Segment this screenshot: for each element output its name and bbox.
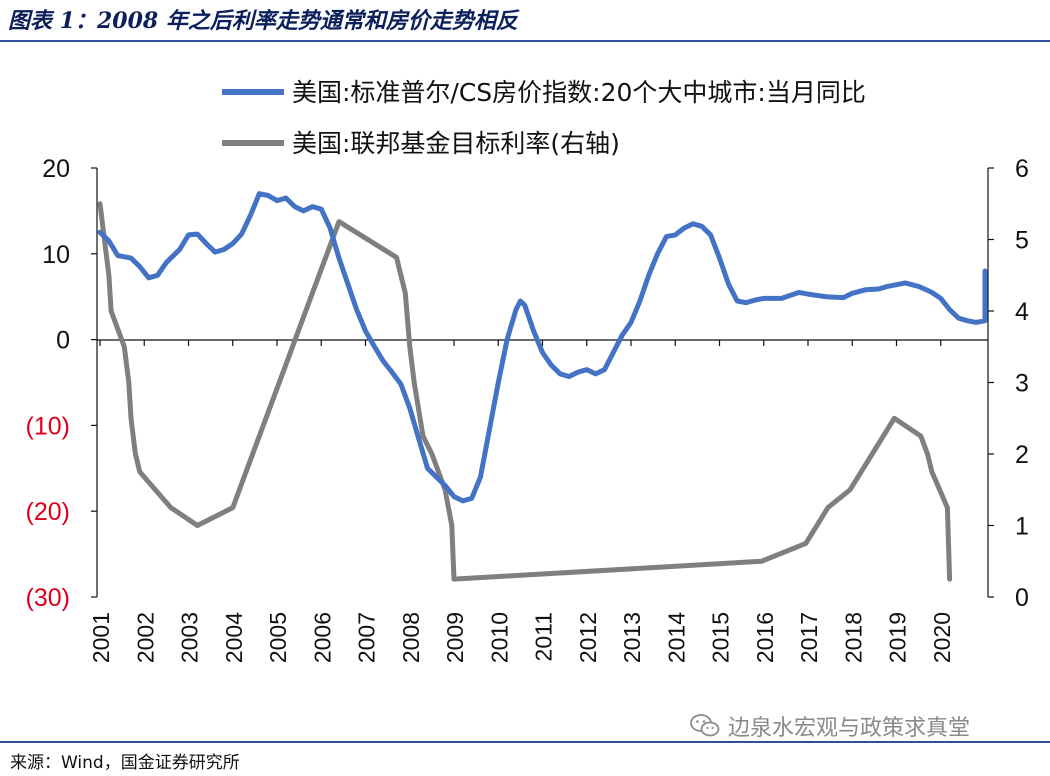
x-tick-label: 2010 [486,612,512,663]
y-left-tick-label: 10 [42,241,70,269]
x-tick-label: 2014 [663,612,689,663]
legend-label-fed-rate: 美国:联邦基金目标利率(右轴) [292,129,620,158]
y-right-tick-label: 1 [1015,513,1029,541]
y-right-tick-label: 4 [1015,298,1029,326]
x-tick-label: 2005 [265,612,291,663]
x-tick-label: 2009 [442,612,468,663]
series-line-fed-rate [97,201,953,582]
x-ticks: 2001 2002 2003 2004 2005 2006 2007 2008 2009 2010… [88,340,955,663]
x-tick-label: 2019 [885,612,911,663]
legend: 美国:标准普尔/CS房价指数:20个大中城市:当月同比 美国:联邦基金目标利率(… [222,78,866,158]
y-right-tick-label: 2 [1015,441,1029,469]
y-left-tick-label: (10) [26,412,70,440]
x-tick-label: 2006 [309,612,335,663]
x-tick-label: 2013 [619,612,645,663]
chart: 美国:标准普尔/CS房价指数:20个大中城市:当月同比 美国:联邦基金目标利率(… [26,78,1029,663]
y-right-tick-label: 5 [1015,227,1029,255]
x-tick-label: 2004 [221,612,247,663]
source-note: 来源：Wind，国金证券研究所 [10,753,240,773]
right-ticks: 6 5 4 3 2 1 0 [988,155,1029,612]
series-line-house-price [97,191,988,504]
x-tick-label: 2003 [177,612,203,663]
x-tick-label: 2016 [752,612,778,663]
x-tick-label: 2015 [708,612,734,663]
left-ticks: 20 10 0 (10) (20) (30) [26,155,97,612]
x-tick-label: 2011 [531,612,557,661]
y-right-tick-label: 0 [1015,584,1029,612]
x-tick-label: 2020 [929,612,955,663]
x-tick-label: 2012 [575,612,601,663]
legend-label-house-price: 美国:标准普尔/CS房价指数:20个大中城市:当月同比 [292,78,866,107]
watermark-text: 边泉水宏观与政策求真堂 [728,716,971,741]
x-tick-label: 2018 [840,612,866,663]
figure-title: 图表 1：2008 年之后利率走势通常和房价走势相反 [8,8,518,34]
y-left-tick-label: 0 [56,327,70,355]
y-left-tick-label: (30) [26,584,70,612]
y-left-tick-label: 20 [42,155,70,183]
x-tick-label: 2001 [88,612,114,663]
y-right-tick-label: 6 [1015,155,1029,183]
x-tick-label: 2017 [796,612,822,663]
y-left-tick-label: (20) [26,498,70,526]
x-tick-label: 2007 [354,612,380,663]
watermark: 边泉水宏观与政策求真堂 [690,710,970,742]
axes [96,168,989,597]
bottom-rule [0,741,1050,743]
title-rule [0,40,1050,42]
x-tick-label: 2002 [132,612,158,663]
x-tick-label: 2008 [398,612,424,663]
series-group [97,191,988,582]
wechat-icon [690,714,720,737]
y-right-tick-label: 3 [1015,370,1029,398]
